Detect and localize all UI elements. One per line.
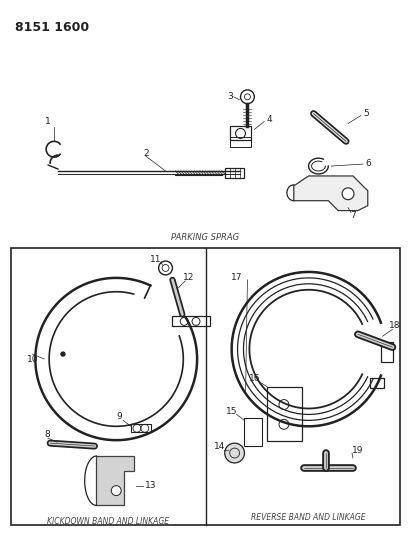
- Text: 4: 4: [266, 115, 272, 124]
- Circle shape: [111, 486, 121, 496]
- Text: 3: 3: [227, 92, 233, 101]
- Text: PARKING SPRAG: PARKING SPRAG: [171, 233, 239, 242]
- Bar: [172, 317, 210, 326]
- Bar: [230, 126, 252, 140]
- Bar: [267, 387, 302, 441]
- Text: 8151 1600: 8151 1600: [15, 21, 89, 34]
- Bar: [370, 378, 384, 387]
- Text: REVERSE BAND AND LINKAGE: REVERSE BAND AND LINKAGE: [251, 513, 366, 522]
- Text: 13: 13: [145, 481, 157, 490]
- Bar: [11, 248, 400, 526]
- Text: 17: 17: [231, 273, 242, 282]
- Text: 18: 18: [389, 321, 400, 330]
- Polygon shape: [97, 456, 134, 505]
- Text: 7: 7: [350, 211, 356, 220]
- Bar: [245, 418, 262, 446]
- Circle shape: [61, 352, 65, 356]
- Text: 15: 15: [226, 407, 238, 416]
- Polygon shape: [294, 176, 368, 211]
- Text: 5: 5: [363, 109, 369, 118]
- Text: 1: 1: [45, 117, 51, 126]
- Circle shape: [225, 443, 245, 463]
- Bar: [230, 138, 252, 147]
- Bar: [381, 342, 393, 362]
- Text: 6: 6: [365, 159, 371, 167]
- Text: 9: 9: [116, 412, 122, 421]
- Text: 19: 19: [352, 446, 364, 455]
- Text: KICKDOWN BAND AND LINKAGE: KICKDOWN BAND AND LINKAGE: [47, 517, 169, 526]
- Text: 11: 11: [150, 255, 162, 264]
- Text: 2: 2: [143, 149, 149, 158]
- Circle shape: [342, 188, 354, 200]
- Bar: [131, 424, 151, 432]
- Text: 12: 12: [182, 273, 194, 282]
- Text: 8: 8: [44, 430, 50, 439]
- Text: 10: 10: [27, 354, 38, 364]
- Bar: [225, 168, 245, 178]
- Text: 14: 14: [214, 442, 226, 450]
- Text: 16: 16: [249, 374, 260, 383]
